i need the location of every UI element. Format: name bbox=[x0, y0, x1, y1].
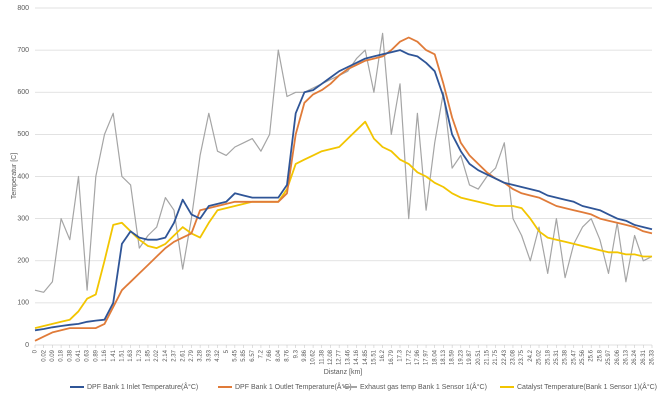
x-tick-label: 18.13 bbox=[441, 349, 447, 365]
x-tick-label: 7.66 bbox=[267, 349, 273, 361]
x-tick-label: 25.02 bbox=[537, 349, 543, 365]
x-tick-label: 17.72 bbox=[406, 349, 412, 365]
series-line bbox=[34, 36, 653, 342]
x-tick-label: 25.6 bbox=[589, 349, 595, 361]
x-tick-label: 7.2 bbox=[259, 349, 265, 358]
x-tick-label: 21.15 bbox=[484, 349, 490, 365]
x-tick-label: 1.16 bbox=[102, 349, 108, 361]
y-tick-label: 600 bbox=[17, 89, 29, 96]
x-tick-label: 2.61 bbox=[180, 349, 186, 361]
x-tick-label: 16.2 bbox=[380, 349, 386, 361]
x-tick-label: 1.51 bbox=[119, 349, 125, 361]
x-tick-label: 1.41 bbox=[111, 349, 117, 361]
x-tick-label: 5 bbox=[224, 349, 230, 353]
x-tick-label: 20.51 bbox=[476, 349, 482, 365]
legend-label: Exhaust gas temp Bank 1 Sensor 1(Â°C) bbox=[360, 382, 487, 391]
x-tick-label: 24.2 bbox=[528, 349, 534, 361]
x-tick-label: 2.79 bbox=[189, 349, 195, 361]
x-tick-label: 18.59 bbox=[450, 349, 456, 365]
x-tick-label: 26.13 bbox=[624, 349, 630, 365]
x-tick-label: 25.18 bbox=[545, 349, 551, 365]
y-tick-label: 500 bbox=[17, 131, 29, 138]
x-tick-label: 23.08 bbox=[511, 349, 517, 365]
x-tick-label: 5.85 bbox=[241, 349, 247, 361]
x-tick-label: 21.75 bbox=[493, 349, 499, 365]
legend-label: DPF Bank 1 Inlet Temperature(Â°C) bbox=[87, 382, 198, 391]
y-tick-label: 700 bbox=[17, 47, 29, 54]
x-tick-label: 2.14 bbox=[163, 349, 169, 361]
x-tick-label: 19.87 bbox=[467, 349, 473, 365]
x-tick-label: 25.47 bbox=[571, 349, 577, 365]
x-tick-label: 14.16 bbox=[354, 349, 360, 365]
x-tick-label: 11.38 bbox=[319, 349, 325, 364]
x-tick-label: 0.41 bbox=[76, 349, 82, 361]
x-tick-label: 6.57 bbox=[250, 349, 256, 361]
x-tick-label: 0.38 bbox=[67, 349, 73, 361]
y-tick-label: 300 bbox=[17, 215, 29, 222]
x-tick-label: 25.97 bbox=[606, 349, 612, 365]
x-tick-label: 0.18 bbox=[59, 349, 65, 361]
series-line bbox=[34, 120, 652, 329]
x-tick-label: 12.77 bbox=[337, 349, 343, 365]
x-tick-label: 8.04 bbox=[276, 349, 282, 361]
x-tick-label: 25.8 bbox=[597, 349, 603, 361]
x-tick-label: 2.02 bbox=[154, 349, 160, 361]
x-axis-label: Distanz [km] bbox=[324, 369, 363, 376]
x-tick-label: 9.86 bbox=[302, 349, 308, 361]
x-tick-label: 26.06 bbox=[615, 349, 621, 365]
x-tick-label: 3.28 bbox=[198, 349, 204, 361]
x-tick-label: 0.02 bbox=[41, 349, 47, 361]
x-tick-label: 0 bbox=[33, 349, 39, 353]
legend-label: DPF Bank 1 Outlet Temperature(Â°C) bbox=[235, 382, 352, 391]
y-tick-label: 0 bbox=[25, 342, 29, 349]
x-tick-label: 2.37 bbox=[172, 349, 178, 361]
x-tick-label: 1.85 bbox=[146, 349, 152, 361]
y-tick-label: 400 bbox=[17, 173, 29, 180]
x-tick-label: 4.32 bbox=[215, 349, 221, 361]
x-tick-label: 16.79 bbox=[389, 349, 395, 365]
x-tick-label: 0.09 bbox=[50, 349, 56, 361]
x-tick-label: 9.3 bbox=[293, 349, 299, 358]
x-tick-label: 25.38 bbox=[563, 349, 569, 365]
x-tick-label: 0.89 bbox=[93, 349, 99, 361]
x-tick-label: 14.85 bbox=[363, 349, 369, 365]
x-tick-label: 26.33 bbox=[650, 349, 656, 365]
x-tick-label: 3.93 bbox=[206, 349, 212, 361]
x-tick-label: 23.75 bbox=[519, 349, 525, 365]
x-tick-label: 19.23 bbox=[458, 349, 464, 365]
x-tick-label: 1.63 bbox=[128, 349, 134, 361]
x-tick-label: 17.96 bbox=[415, 349, 421, 365]
x-tick-label: 26.24 bbox=[632, 349, 638, 365]
x-tick-label: 26.31 bbox=[641, 349, 647, 365]
x-tick-label: 25.56 bbox=[580, 349, 586, 365]
x-tick-label: 0.63 bbox=[85, 349, 91, 361]
x-tick-label: 10.62 bbox=[311, 349, 317, 365]
x-tick-label: 25.31 bbox=[554, 349, 560, 365]
y-tick-label: 200 bbox=[17, 258, 29, 265]
x-tick-label: 22.43 bbox=[502, 349, 508, 365]
x-tick-label: 17.3 bbox=[398, 349, 404, 361]
x-tick-label: 12.08 bbox=[328, 349, 334, 365]
x-tick-label: 8.76 bbox=[285, 349, 291, 361]
x-tick-label: 5.45 bbox=[232, 349, 238, 361]
y-axis-label: Temperatur [C] bbox=[11, 153, 18, 199]
x-tick-label: 13.46 bbox=[345, 349, 351, 365]
y-tick-label: 800 bbox=[17, 5, 29, 12]
series-line bbox=[34, 49, 653, 332]
y-tick-label: 100 bbox=[17, 300, 29, 307]
x-tick-label: 15.51 bbox=[371, 349, 377, 365]
x-tick-label: 1.73 bbox=[137, 349, 143, 361]
legend-label: Catalyst Temperature(Bank 1 Sensor 1)(Â°… bbox=[517, 382, 657, 391]
x-tick-label: 18.04 bbox=[432, 349, 438, 365]
x-tick-label: 17.97 bbox=[424, 349, 430, 365]
